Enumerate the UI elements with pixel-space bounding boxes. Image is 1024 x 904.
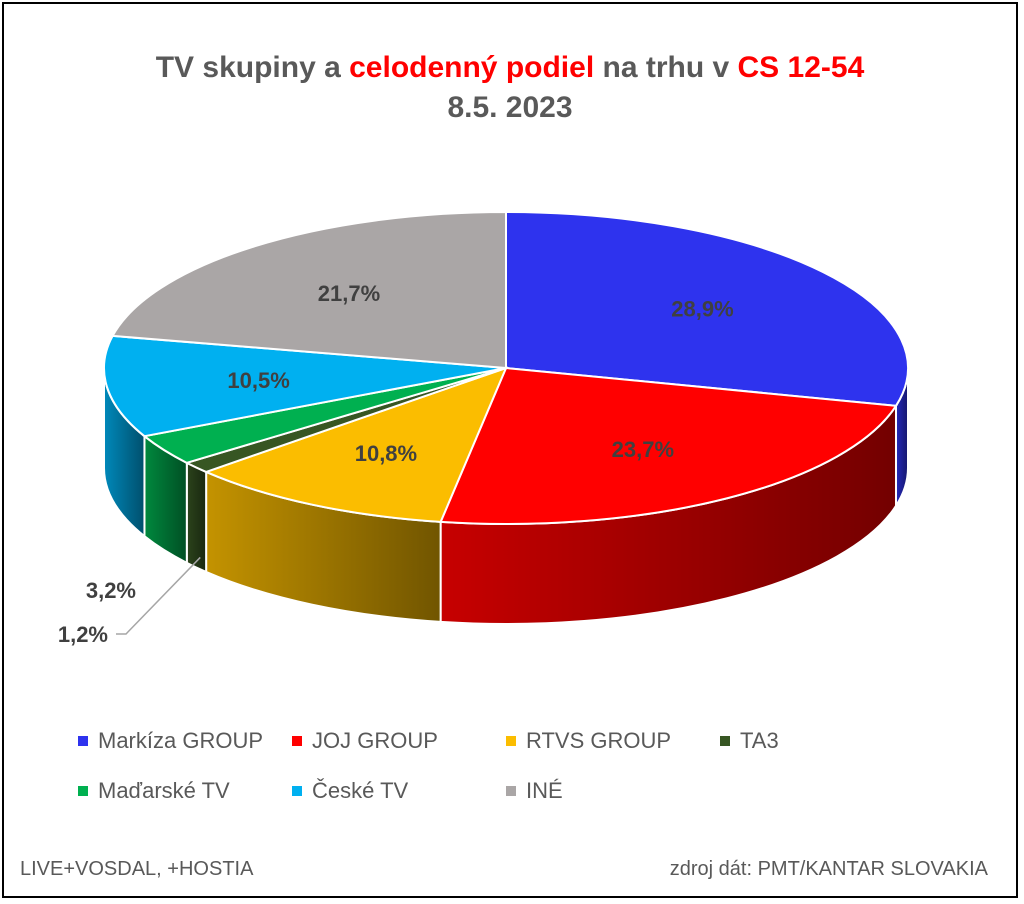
chart-title: TV skupiny a celodenný podiel na trhu v … xyxy=(0,48,1020,128)
data-label-ma-arsk-tv: 3,2% xyxy=(86,578,136,603)
data-label-rtvs-group: 10,8% xyxy=(355,441,417,466)
title-highlight-1: celodenný podiel xyxy=(349,51,595,84)
pie-slice-in xyxy=(110,210,507,370)
pie-slice-joj-group xyxy=(439,366,898,525)
pie-slice-mark-za-group xyxy=(505,210,909,407)
pie-side-walls xyxy=(103,367,909,625)
pie-side-ta3 xyxy=(185,461,208,574)
pie-data-labels: 28,9% 23,7% 10,8% 1,2% 3,2% 10,5% 21,7% xyxy=(58,281,734,647)
title-line-2: 8.5. 2023 xyxy=(447,91,573,124)
pie-leader-line-ta3 xyxy=(116,556,201,635)
data-label-in: 21,7% xyxy=(318,281,380,306)
title-line-1: TV skupiny a celodenný podiel na trhu v … xyxy=(0,48,1020,88)
data-label-joj-group: 23,7% xyxy=(612,437,674,462)
footer-left: LIVE+VOSDAL, +HOSTIA xyxy=(20,858,254,880)
title-part-2: na trhu v xyxy=(594,51,738,84)
pie-slice-rtvs-group xyxy=(203,366,508,523)
data-label-ta3: 1,2% xyxy=(58,622,108,647)
title-part-1: TV skupiny a xyxy=(155,51,350,84)
footer-right: zdroj dát: PMT/KANTAR SLOVAKIA xyxy=(669,858,988,880)
data-label-mark-za-group: 28,9% xyxy=(671,296,733,321)
pie-slices xyxy=(103,210,909,525)
title-highlight-2: CS 12-54 xyxy=(737,51,865,84)
data-label-esk-tv: 10,5% xyxy=(227,368,289,393)
pie-slice-esk-tv xyxy=(103,334,507,438)
